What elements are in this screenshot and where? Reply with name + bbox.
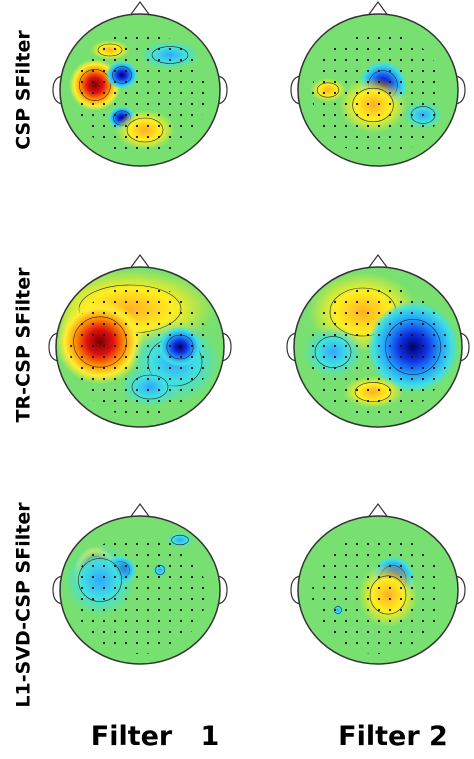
- electrodes: [74, 534, 206, 654]
- nose: [366, 0, 390, 18]
- head: [52, 502, 228, 665]
- outline: [59, 13, 221, 167]
- electrodes: [70, 285, 210, 417]
- head: [286, 253, 470, 428]
- head: [290, 502, 466, 665]
- electrodes: [308, 285, 448, 417]
- column-label: Filter 1: [91, 721, 219, 752]
- electrodes: [74, 32, 206, 156]
- outline: [59, 515, 221, 665]
- nose: [366, 253, 390, 271]
- map: [56, 267, 224, 427]
- head: [52, 0, 228, 167]
- electrodes: [312, 32, 444, 156]
- outline: [55, 266, 225, 428]
- map: [298, 516, 458, 664]
- topo-maps: [48, 0, 470, 665]
- nose: [128, 0, 152, 18]
- head: [290, 0, 466, 167]
- map: [60, 516, 220, 664]
- column-label: Filter 2: [338, 721, 448, 752]
- row-label: TR-CSP SFilter: [13, 267, 35, 423]
- outline: [297, 13, 459, 167]
- nose: [366, 502, 390, 520]
- map: [294, 267, 462, 427]
- electrodes: [312, 534, 444, 654]
- nose: [128, 502, 152, 520]
- head: [48, 253, 232, 428]
- contour: [171, 534, 189, 546]
- outline: [293, 266, 463, 428]
- row-label: L1-SVD-CSP SFilter: [13, 502, 35, 708]
- outline: [297, 515, 459, 665]
- row-label: CSP SFilter: [13, 30, 35, 150]
- nose: [128, 253, 152, 271]
- map: [298, 14, 458, 166]
- map: [60, 14, 220, 166]
